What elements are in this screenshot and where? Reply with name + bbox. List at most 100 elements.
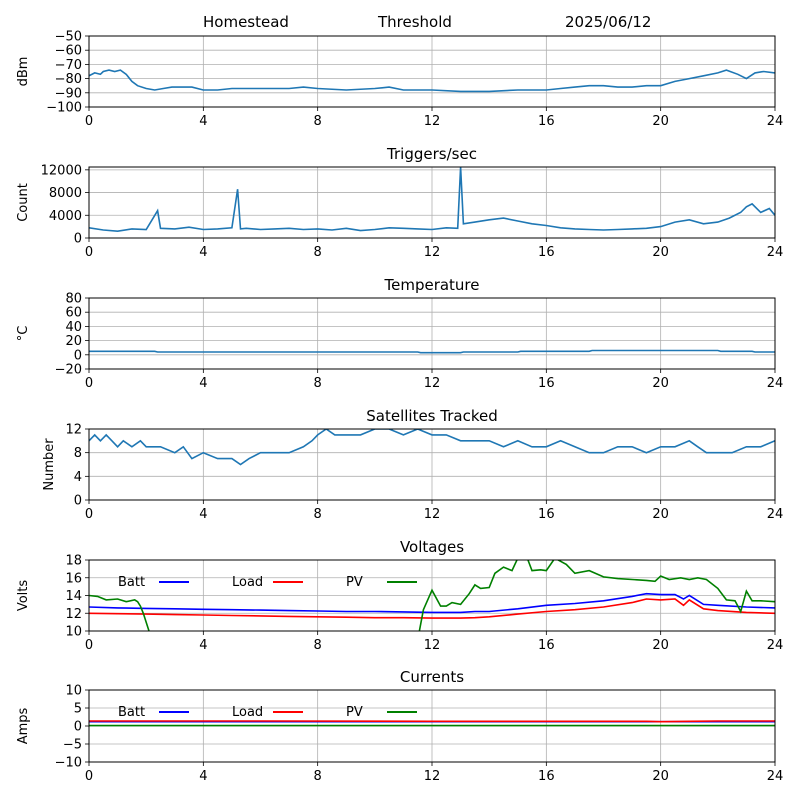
- x-tick-label: 16: [538, 245, 555, 260]
- x-tick-label: 16: [538, 376, 555, 391]
- y-axis-label: Number: [42, 438, 57, 491]
- x-tick-label: 24: [767, 114, 784, 129]
- y-tick-label: −60: [55, 44, 82, 59]
- x-tick-label: 12: [424, 507, 441, 522]
- chart-panel-6: 0 4 8 12 16 20 24 10 5 0 −5 −10 Currents Amps Batt Load…: [16, 668, 783, 784]
- x-tick-label: 16: [538, 114, 555, 129]
- y-tick-label: 18: [65, 554, 82, 569]
- y-tick-label: −80: [55, 72, 82, 87]
- y-tick-label: 12: [65, 607, 82, 622]
- x-tick-label: 16: [538, 769, 555, 784]
- x-tick-label: 24: [767, 245, 784, 260]
- series-line-load: [89, 720, 775, 723]
- chart-title: Triggers/sec: [386, 145, 477, 163]
- x-tick-label: 20: [652, 114, 669, 129]
- y-axis-label: dBm: [16, 57, 31, 87]
- x-tick-label: 4: [199, 376, 207, 391]
- y-tick-label: 14: [65, 589, 82, 604]
- y-tick-label: 12000: [41, 163, 82, 178]
- y-tick-label: 40: [65, 320, 82, 335]
- y-tick-label: 0: [74, 720, 82, 735]
- y-tick-label: 0: [74, 494, 82, 509]
- y-tick-label: −20: [55, 363, 82, 378]
- x-tick-label: 12: [424, 376, 441, 391]
- x-tick-label: 0: [85, 114, 93, 129]
- chart-title: Voltages: [400, 538, 464, 556]
- chart-title: Currents: [400, 668, 464, 686]
- y-tick-label: 0: [74, 348, 82, 363]
- x-tick-label: 24: [767, 638, 784, 653]
- x-tick-label: 0: [85, 245, 93, 260]
- y-axis-label: °C: [16, 326, 31, 342]
- legend-label-batt: Batt: [118, 575, 145, 590]
- series-line-1: [89, 349, 775, 354]
- y-tick-label: 20: [65, 334, 82, 349]
- x-tick-label: 20: [652, 769, 669, 784]
- x-tick-label: 12: [424, 638, 441, 653]
- x-tick-label: 0: [85, 376, 93, 391]
- y-tick-label: 60: [65, 306, 82, 321]
- y-axis-label: Volts: [16, 580, 31, 612]
- y-tick-label: 12: [65, 423, 82, 438]
- x-tick-label: 12: [424, 114, 441, 129]
- chart-title: Satellites Tracked: [366, 407, 497, 425]
- x-tick-label: 4: [199, 769, 207, 784]
- x-tick-label: 20: [652, 245, 669, 260]
- series-line-load: [89, 598, 775, 619]
- x-tick-label: 0: [85, 769, 93, 784]
- x-tick-label: 4: [199, 638, 207, 653]
- y-tick-label: −5: [63, 738, 82, 753]
- x-tick-label: 24: [767, 376, 784, 391]
- x-tick-label: 24: [767, 769, 784, 784]
- x-tick-label: 20: [652, 638, 669, 653]
- x-tick-label: 8: [314, 638, 322, 653]
- x-tick-label: 4: [199, 114, 207, 129]
- y-tick-label: 16: [65, 571, 82, 586]
- y-tick-label: 10: [65, 684, 82, 699]
- legend-label-batt: Batt: [118, 705, 145, 720]
- x-tick-label: 12: [424, 769, 441, 784]
- legend-label-load: Load: [232, 575, 263, 590]
- header-center-label: Threshold: [377, 13, 452, 31]
- x-tick-label: 12: [424, 245, 441, 260]
- x-tick-label: 8: [314, 376, 322, 391]
- series-line-1: [89, 429, 775, 466]
- y-tick-label: 5: [74, 702, 82, 717]
- y-axis-label: Count: [16, 183, 31, 222]
- header-right-label: 2025/06/12: [565, 13, 651, 31]
- series-line-1: [89, 167, 775, 233]
- x-tick-label: 4: [199, 507, 207, 522]
- y-tick-label: −10: [55, 756, 82, 771]
- series-line-1: [89, 69, 775, 93]
- x-tick-label: 8: [314, 114, 322, 129]
- y-tick-label: −100: [46, 101, 82, 116]
- legend-label-pv: PV: [346, 705, 363, 720]
- x-tick-label: 0: [85, 638, 93, 653]
- x-tick-label: 16: [538, 507, 555, 522]
- chart-panel-1: 0 4 8 12 16 20 24 −50−60−70−80−90−100 dBm: [16, 30, 783, 130]
- x-tick-label: 20: [652, 507, 669, 522]
- x-tick-label: 20: [652, 376, 669, 391]
- y-tick-label: −90: [55, 86, 82, 101]
- chart-panel-4: 0 4 8 12 16 20 24 0 4 8 12 Satellites Tracked Number: [42, 407, 783, 522]
- y-tick-label: 8: [74, 446, 82, 461]
- chart-title: Temperature: [383, 276, 479, 294]
- y-tick-label: 4: [74, 470, 82, 485]
- y-tick-label: 10: [65, 625, 82, 640]
- chart-panel-5: 0 4 8 12 16 20 24 10 12 14 16 18 Voltages Volts Batt Lo…: [16, 538, 783, 653]
- y-axis-label: Amps: [16, 707, 31, 744]
- x-tick-label: 0: [85, 507, 93, 522]
- x-tick-label: 8: [314, 769, 322, 784]
- y-tick-label: 0: [74, 232, 82, 247]
- legend-label-load: Load: [232, 705, 263, 720]
- series-line-pv: [89, 560, 775, 631]
- y-tick-label: −50: [55, 30, 82, 45]
- chart-panel-2: 0 4 8 12 16 20 24 0 4000 8000 12000 Triggers/sec Cou…: [16, 145, 783, 260]
- y-tick-label: 80: [65, 292, 82, 307]
- series-line-batt: [89, 592, 775, 614]
- y-tick-label: 4000: [49, 209, 82, 224]
